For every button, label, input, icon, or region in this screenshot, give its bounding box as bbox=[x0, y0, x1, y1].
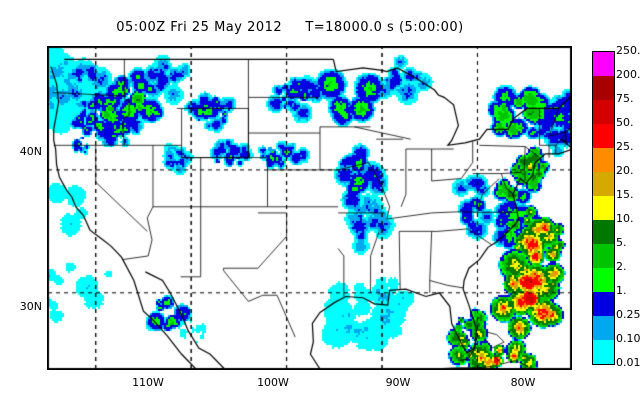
lat-tick-label: 30N bbox=[19, 300, 42, 313]
colorbar-band bbox=[593, 196, 614, 220]
colorbar-tick-label: 50. bbox=[616, 116, 634, 129]
colorbar-tick-label: 0.25 bbox=[616, 308, 640, 321]
lon-tick-label: 80W bbox=[510, 376, 536, 389]
lon-tick-label: 100W bbox=[257, 376, 289, 389]
colorbar-band bbox=[593, 172, 614, 196]
colorbar-tick-label: 20. bbox=[616, 164, 634, 177]
colorbar-tick-label: 0.01 bbox=[616, 356, 640, 369]
colorbar-tick-label: 25. bbox=[616, 140, 634, 153]
colorbar-band bbox=[593, 244, 614, 268]
colorbar-band bbox=[593, 340, 614, 364]
colorbar-tick-label: 200. bbox=[616, 68, 640, 81]
precipitation-map bbox=[47, 46, 572, 370]
colorbar-tick-label: 1. bbox=[616, 284, 627, 297]
precipitation-field-canvas bbox=[48, 47, 571, 369]
colorbar-band bbox=[593, 52, 614, 76]
colorbar-tick-label: 15. bbox=[616, 188, 634, 201]
colorbar-band bbox=[593, 268, 614, 292]
lat-tick-label: 40N bbox=[19, 145, 42, 158]
colorbar-tick-label: 10. bbox=[616, 212, 634, 225]
colorbar-tick-label: 250. bbox=[616, 44, 640, 57]
colorbar-band bbox=[593, 220, 614, 244]
colorbar-band bbox=[593, 124, 614, 148]
colorbar-tick-label: 0.10 bbox=[616, 332, 640, 345]
lon-tick-label: 110W bbox=[132, 376, 164, 389]
colorbar-tick-label: 5. bbox=[616, 236, 627, 249]
colorbar-band bbox=[593, 100, 614, 124]
plot-title: 05:00Z Fri 25 May 2012 T=18000.0 s (5:00… bbox=[116, 20, 464, 35]
colorbar-band bbox=[593, 316, 614, 340]
colorbar-tick-label: 75. bbox=[616, 92, 634, 105]
colorbar-tick-label: 2. bbox=[616, 260, 627, 273]
lon-tick-label: 90W bbox=[385, 376, 411, 389]
colorbar-band bbox=[593, 76, 614, 100]
colorbar-band bbox=[593, 148, 614, 172]
colorbar-labels: 250. 200. 75. 50. 25. 20. 15. 10. 5. 2. 1. 0.25 0.10… bbox=[616, 40, 640, 380]
colorbar-band bbox=[593, 292, 614, 316]
colorbar bbox=[592, 51, 615, 365]
